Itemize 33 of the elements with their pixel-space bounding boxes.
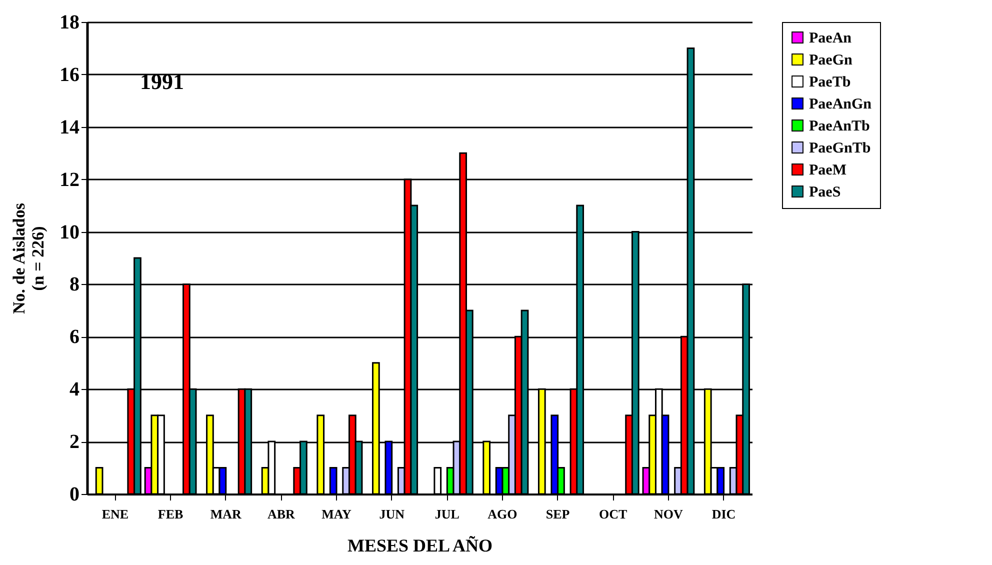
- x-tick-label: ENE: [102, 506, 129, 522]
- x-tick-label: JUN: [379, 506, 406, 522]
- y-tick-label: 6: [70, 326, 80, 348]
- legend-label: PaeGnTb: [809, 140, 871, 156]
- legend-label: PaeS: [809, 184, 841, 200]
- legend-label: PaeAnGn: [809, 96, 872, 112]
- legend-label: PaeAn: [809, 30, 852, 46]
- legend-label: PaeM: [809, 162, 846, 178]
- y-tick-label: 16: [60, 64, 80, 86]
- x-tick-label: NOV: [654, 506, 684, 522]
- x-tick-label: DIC: [712, 506, 736, 522]
- y-axis-title: No. de Aislados (n = 226): [10, 202, 48, 314]
- y-tick-label: 8: [70, 274, 80, 296]
- y-tick-label: 14: [60, 116, 80, 138]
- x-tick-label: MAR: [210, 506, 242, 522]
- legend-label: PaeTb: [809, 74, 851, 90]
- x-tick-label: SEP: [546, 506, 570, 522]
- x-axis-title: MESES DEL AÑO: [347, 536, 493, 556]
- legend-label: PaeGn: [809, 52, 853, 68]
- x-tick-label: FEB: [158, 506, 184, 522]
- y-tick-label: 18: [60, 12, 80, 34]
- x-tick-label: JUL: [434, 506, 460, 522]
- annotation: 1991: [140, 69, 184, 94]
- x-tick-label: AGO: [488, 506, 518, 522]
- x-tick-label: ABR: [267, 506, 296, 522]
- y-tick-label: 4: [70, 378, 80, 401]
- y-tick-label: 0: [70, 484, 80, 506]
- x-tick-label: OCT: [599, 506, 628, 522]
- x-tick-label: MAY: [322, 506, 352, 522]
- legend-label: PaeAnTb: [809, 118, 870, 134]
- y-tick-label: 10: [60, 221, 80, 244]
- y-tick-label: 2: [70, 431, 80, 454]
- y-tick-label: 12: [60, 168, 80, 191]
